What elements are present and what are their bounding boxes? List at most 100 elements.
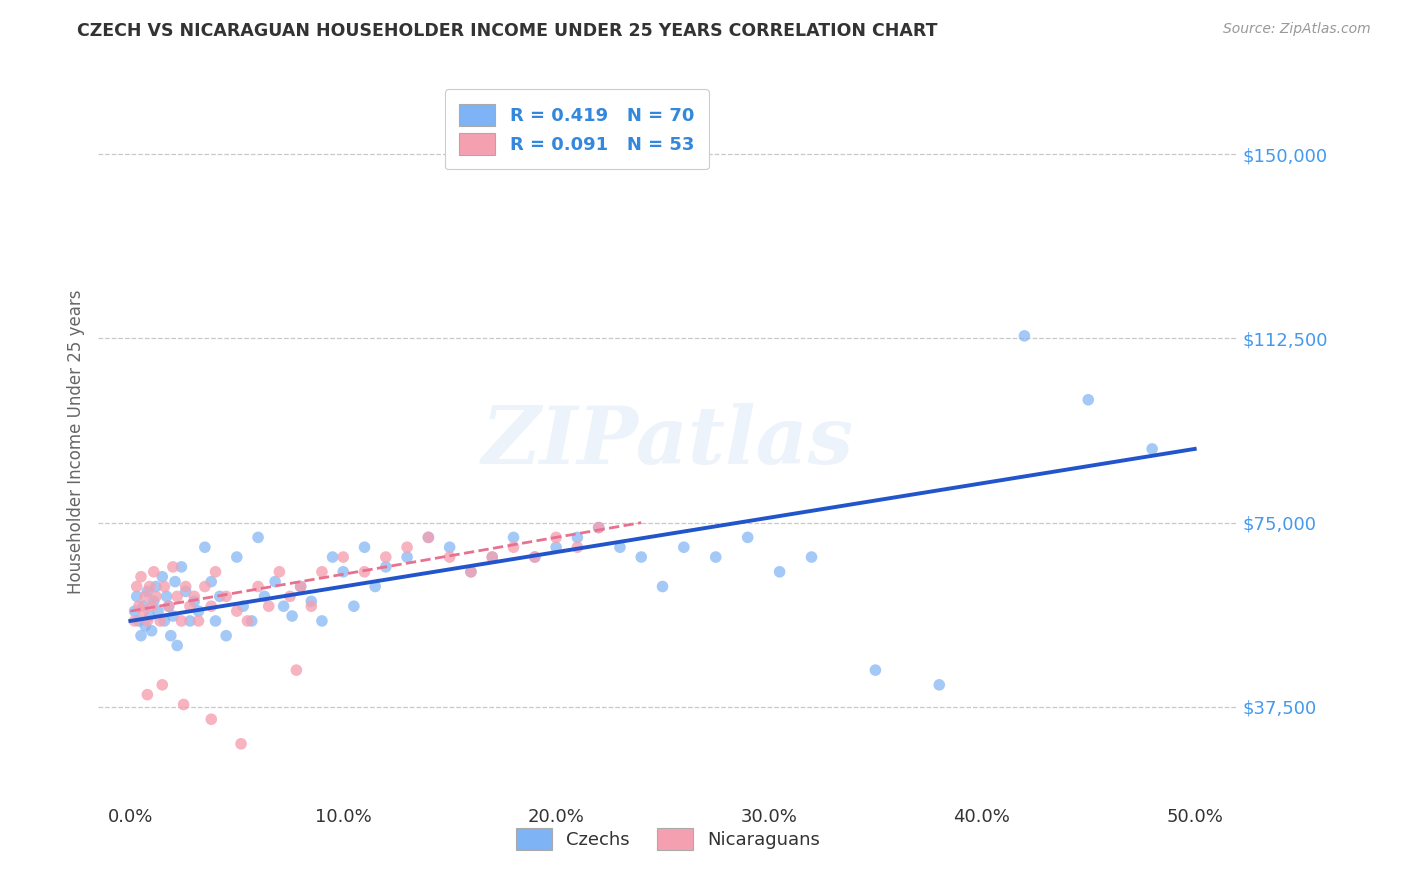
Point xyxy=(253,590,276,604)
Point xyxy=(179,599,201,614)
Point xyxy=(768,565,790,579)
Point xyxy=(502,540,524,554)
Point xyxy=(232,599,254,614)
Point xyxy=(215,590,238,604)
Point xyxy=(257,599,280,614)
Point xyxy=(136,614,159,628)
Text: CZECH VS NICARAGUAN HOUSEHOLDER INCOME UNDER 25 YEARS CORRELATION CHART: CZECH VS NICARAGUAN HOUSEHOLDER INCOME U… xyxy=(77,22,938,40)
Point xyxy=(153,580,176,594)
Point xyxy=(129,629,152,643)
Point xyxy=(588,520,610,534)
Point xyxy=(236,614,259,628)
Point xyxy=(153,614,176,628)
Point xyxy=(396,549,419,564)
Point xyxy=(651,580,673,594)
Point xyxy=(136,688,159,702)
Point xyxy=(299,594,322,608)
Point xyxy=(215,629,238,643)
Point xyxy=(166,590,188,604)
Point xyxy=(142,565,165,579)
Point xyxy=(567,540,589,554)
Point xyxy=(150,678,173,692)
Point xyxy=(439,549,461,564)
Point xyxy=(460,565,482,579)
Point xyxy=(396,540,419,554)
Point xyxy=(159,629,181,643)
Point xyxy=(145,580,167,594)
Text: ZIPatlas: ZIPatlas xyxy=(482,403,853,480)
Point xyxy=(141,624,163,638)
Point xyxy=(124,614,146,628)
Point xyxy=(166,639,188,653)
Point xyxy=(165,574,187,589)
Point xyxy=(630,549,652,564)
Point xyxy=(128,614,150,628)
Point xyxy=(194,540,217,554)
Point xyxy=(174,580,197,594)
Point xyxy=(353,540,375,554)
Point xyxy=(200,574,222,589)
Point xyxy=(187,614,209,628)
Point xyxy=(737,530,759,544)
Point xyxy=(299,599,322,614)
Point xyxy=(204,565,226,579)
Point xyxy=(145,590,167,604)
Legend: Czechs, Nicaraguans: Czechs, Nicaraguans xyxy=(506,819,830,859)
Point xyxy=(418,530,440,544)
Point xyxy=(865,663,887,677)
Point xyxy=(290,580,312,594)
Point xyxy=(149,614,172,628)
Point xyxy=(136,584,159,599)
Point xyxy=(200,712,222,726)
Point xyxy=(142,594,165,608)
Point xyxy=(269,565,291,579)
Point xyxy=(200,599,222,614)
Point xyxy=(322,549,344,564)
Point xyxy=(240,614,263,628)
Point xyxy=(1014,329,1036,343)
Point xyxy=(374,560,396,574)
Point xyxy=(138,609,160,624)
Point xyxy=(273,599,295,614)
Point xyxy=(311,565,333,579)
Point xyxy=(374,549,396,564)
Point xyxy=(162,560,184,574)
Point xyxy=(588,520,610,534)
Point xyxy=(672,540,695,554)
Point xyxy=(187,604,209,618)
Point xyxy=(281,609,304,624)
Point xyxy=(481,549,503,564)
Point xyxy=(225,604,247,618)
Point xyxy=(264,574,287,589)
Point xyxy=(247,580,270,594)
Point xyxy=(141,599,163,614)
Point xyxy=(150,570,173,584)
Point xyxy=(343,599,366,614)
Point xyxy=(204,614,226,628)
Point xyxy=(546,540,568,554)
Point xyxy=(567,530,589,544)
Point xyxy=(418,530,440,544)
Point xyxy=(183,594,205,608)
Point xyxy=(1140,442,1163,456)
Point xyxy=(132,599,155,614)
Point xyxy=(928,678,950,692)
Point xyxy=(134,590,156,604)
Point xyxy=(129,570,152,584)
Point xyxy=(332,549,354,564)
Point xyxy=(800,549,823,564)
Point xyxy=(523,549,546,564)
Point xyxy=(609,540,631,554)
Point xyxy=(208,590,231,604)
Point xyxy=(132,604,155,618)
Point xyxy=(229,737,252,751)
Point xyxy=(439,540,461,554)
Point xyxy=(155,590,177,604)
Point xyxy=(523,549,546,564)
Point xyxy=(247,530,270,544)
Point xyxy=(174,584,197,599)
Point xyxy=(285,663,308,677)
Point xyxy=(124,604,146,618)
Text: Source: ZipAtlas.com: Source: ZipAtlas.com xyxy=(1223,22,1371,37)
Point xyxy=(125,580,148,594)
